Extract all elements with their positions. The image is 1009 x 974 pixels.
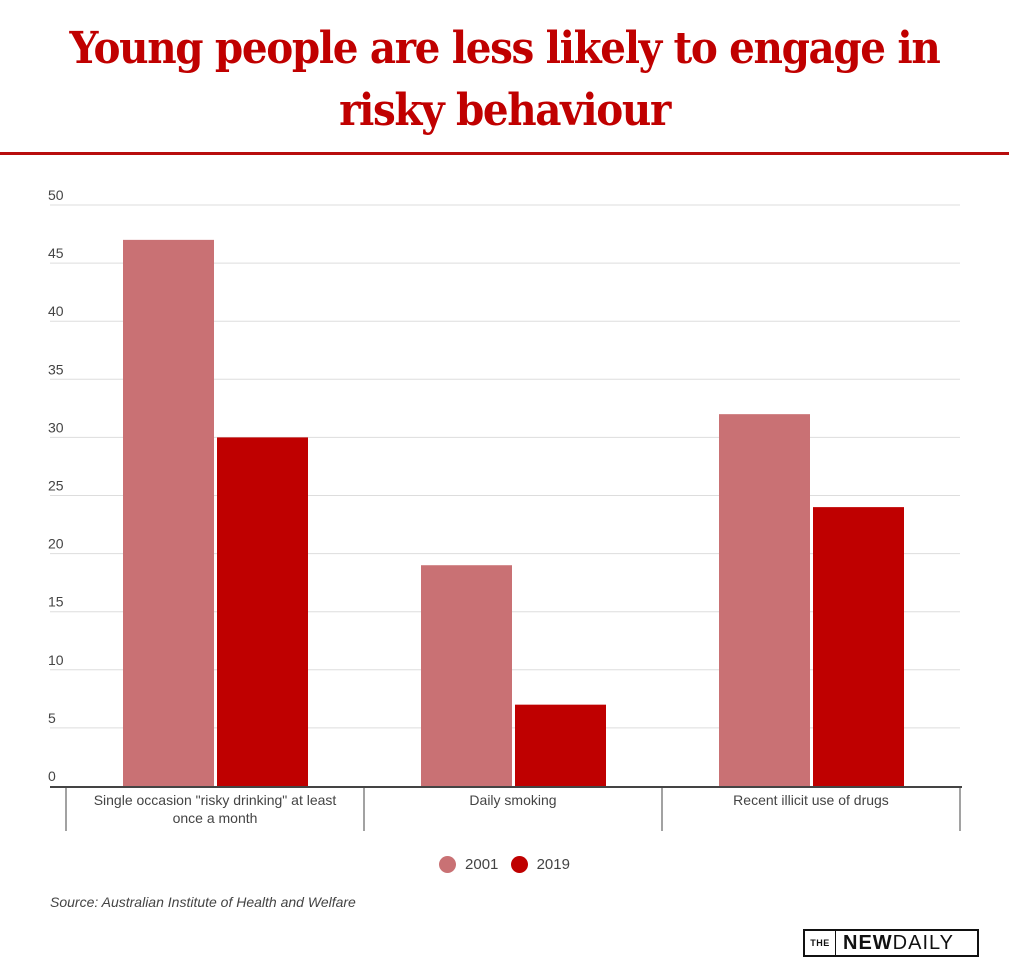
bar-2019-0 (217, 437, 308, 786)
legend-swatch-2001 (439, 856, 457, 873)
x-tick-label-2: Recent illicit use of drugs (733, 792, 889, 808)
legend-item-2019[interactable]: 2019 (510, 856, 570, 873)
logo-daily: DAILY (892, 931, 954, 954)
y-tick-label-40: 40 (48, 303, 64, 319)
bar-2001-2 (719, 414, 810, 786)
y-tick-label-45: 45 (48, 245, 64, 261)
x-tick-label-0-line-0: Single occasion "risky drinking" at leas… (94, 792, 337, 808)
y-tick-label-50: 50 (48, 187, 64, 203)
y-tick-label-20: 20 (48, 536, 64, 552)
x-tick-label-1: Daily smoking (469, 792, 556, 808)
chart-title-line-2: risky behaviour (339, 85, 671, 136)
title-divider (0, 152, 1009, 155)
legend-item-2001[interactable]: 2001 (439, 856, 498, 873)
x-tick-label-0-line-1: once a month (173, 810, 258, 826)
y-tick-label-30: 30 (48, 419, 64, 435)
bar-2001-1 (421, 565, 512, 786)
y-tick-label-0: 0 (48, 768, 56, 784)
legend-label-2019: 2019 (536, 856, 570, 873)
source-note: Source: Australian Institute of Health a… (50, 894, 356, 910)
y-tick-label-5: 5 (48, 710, 56, 726)
y-tick-label-10: 10 (48, 652, 64, 668)
y-tick-label-15: 15 (48, 594, 64, 610)
bar-2019-1 (515, 704, 606, 786)
logo-wordmark: NEW DAILY (836, 931, 954, 955)
chart-title-line-1: Young people are less likely to engage i… (69, 23, 941, 74)
logo-prefix: THE (805, 931, 836, 955)
bar-2019-2 (813, 507, 904, 786)
legend-label-2001: 2001 (465, 856, 499, 873)
chart-title: Young people are less likely to engage i… (40, 18, 968, 142)
legend-swatch-2019 (510, 856, 528, 873)
legend: 2001 2019 (0, 856, 1009, 877)
y-tick-label-35: 35 (48, 361, 64, 377)
the-new-daily-logo: THE NEW DAILY (803, 929, 979, 957)
bar-2001-0 (123, 239, 214, 787)
logo-new: NEW (843, 931, 893, 954)
y-tick-label-25: 25 (48, 478, 64, 494)
bar-chart: 0 5 10 15 20 25 30 35 40 45 50 Single occasion "ris… (48, 187, 962, 831)
